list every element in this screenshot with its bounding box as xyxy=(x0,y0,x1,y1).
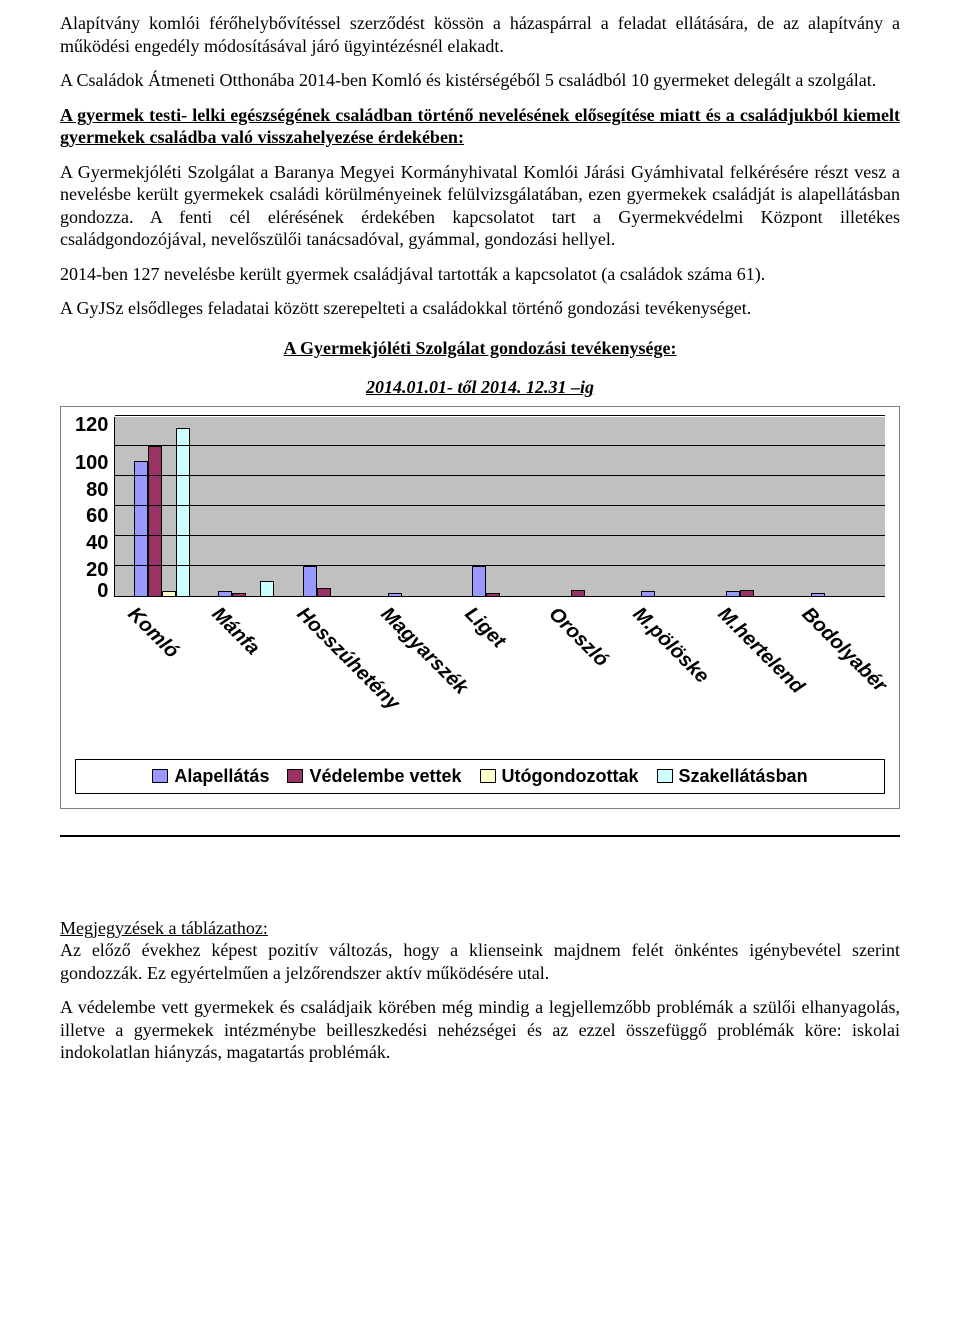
bar xyxy=(176,428,190,596)
bar-group xyxy=(388,593,444,596)
y-tick-label: 20 xyxy=(86,560,108,580)
gridline xyxy=(115,565,885,566)
y-axis: 120100806040200 xyxy=(75,417,114,597)
paragraph-3: A gyermek testi- lelki egészségének csal… xyxy=(60,104,900,149)
bar xyxy=(162,591,176,596)
bar xyxy=(134,461,148,596)
gridline xyxy=(115,535,885,536)
bar xyxy=(811,593,825,596)
bar-group xyxy=(472,566,528,596)
paragraph-1: Alapítvány komlói férőhelybővítéssel sze… xyxy=(60,12,900,57)
chart-section: A Gyermekjóléti Szolgálat gondozási tevé… xyxy=(60,338,900,809)
gridline xyxy=(115,415,885,416)
legend-label: Utógondozottak xyxy=(502,766,639,787)
page: Alapítvány komlói férőhelybővítéssel sze… xyxy=(0,0,960,1116)
y-tick-label: 40 xyxy=(86,533,108,553)
bar-groups xyxy=(115,417,885,596)
x-tick-label: Mánfa xyxy=(207,603,233,629)
legend-label: Szakellátásban xyxy=(679,766,808,787)
x-tick-label: M.hertelend xyxy=(712,603,738,629)
legend-label: Védelembe vettek xyxy=(309,766,461,787)
legend-item: Védelembe vettek xyxy=(287,766,461,787)
y-tick-label: 120 xyxy=(75,415,108,435)
legend-swatch xyxy=(657,769,673,783)
legend-label: Alapellátás xyxy=(174,766,269,787)
bar xyxy=(641,591,655,596)
notes-2: A védelembe vett gyermekek és családjaik… xyxy=(60,996,900,1064)
chart-subtitle: 2014.01.01- től 2014. 12.31 –ig xyxy=(60,377,900,398)
chart-frame: 120 100 80 60 40 200 Komló Mánfa Hosszúhetény Ma… xyxy=(60,406,900,809)
y-tick-label: 100 xyxy=(75,453,108,473)
bar xyxy=(232,593,246,596)
legend-swatch xyxy=(287,769,303,783)
plot-area xyxy=(114,417,885,597)
paragraph-4: A Gyermekjóléti Szolgálat a Baranya Megy… xyxy=(60,161,900,251)
bar xyxy=(388,593,402,596)
legend-item: Alapellátás xyxy=(152,766,269,787)
bar xyxy=(571,590,585,596)
plot-row: 120100806040200 xyxy=(75,417,885,597)
gridline xyxy=(115,475,885,476)
y-tick-label: 80 xyxy=(86,480,108,500)
chart-title: A Gyermekjóléti Szolgálat gondozási tevé… xyxy=(60,338,900,359)
legend-swatch xyxy=(480,769,496,783)
bar xyxy=(148,446,162,596)
bar xyxy=(303,566,317,596)
legend-item: Szakellátásban xyxy=(657,766,808,787)
x-tick-label: M.pölöske xyxy=(628,603,654,629)
y-tick-label: 0 xyxy=(97,581,108,601)
gridline xyxy=(115,505,885,506)
bar-group xyxy=(557,590,613,596)
bar-group xyxy=(218,581,274,596)
x-tick-label: Magyarszék xyxy=(376,603,402,629)
x-tick-label: Bodolyabér xyxy=(797,603,823,629)
bar-group xyxy=(303,566,359,596)
chart-legend: Alapellátás Védelembe vettek Utógondozotta… xyxy=(75,759,885,794)
bar xyxy=(740,590,754,596)
x-tick-label: Hosszúhetény xyxy=(291,603,317,629)
bar xyxy=(472,566,486,596)
paragraph-2: A Családok Átmeneti Otthonába 2014-ben K… xyxy=(60,69,900,92)
legend-swatch xyxy=(152,769,168,783)
notes-paragraph: Megjegyzések a táblázathoz: Az előző éve… xyxy=(60,917,900,985)
bar xyxy=(218,591,232,596)
bar xyxy=(260,581,274,596)
bar-group xyxy=(134,428,190,596)
gridline xyxy=(115,445,885,446)
section-divider xyxy=(60,835,900,837)
x-tick-label: Liget xyxy=(460,603,486,629)
bar xyxy=(317,588,331,596)
x-tick-label: Komló xyxy=(123,603,149,629)
x-axis: Komló Mánfa Hosszúhetény Magyarszék Liget Oro… xyxy=(75,603,885,743)
y-tick-label: 60 xyxy=(86,506,108,526)
bar-group xyxy=(811,593,867,596)
legend-item: Utógondozottak xyxy=(480,766,639,787)
paragraph-6: A GyJSz elsődleges feladatai között szer… xyxy=(60,297,900,320)
bar-group xyxy=(641,591,697,596)
notes-1: Az előző évekhez képest pozitív változás… xyxy=(60,940,900,983)
x-tick-label: Oroszló xyxy=(544,603,570,629)
bar xyxy=(486,593,500,596)
bar-group xyxy=(726,590,782,596)
bar xyxy=(726,591,740,596)
notes-title: Megjegyzések a táblázathoz: xyxy=(60,918,268,938)
paragraph-5: 2014-ben 127 nevelésbe került gyermek cs… xyxy=(60,263,900,286)
